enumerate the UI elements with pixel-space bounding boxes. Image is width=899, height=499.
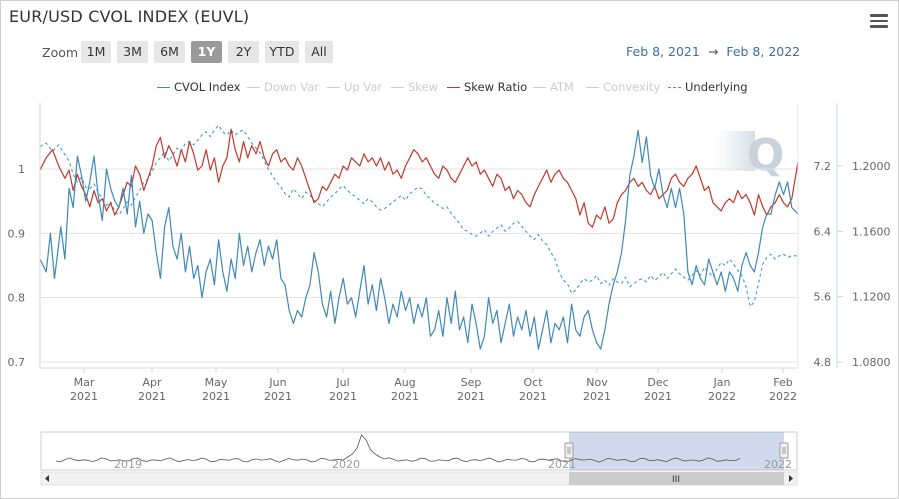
navigator-left-handle[interactable] [564, 442, 574, 459]
x-axis-year-label: 2021 [70, 390, 98, 403]
legend-label: Up Var [344, 80, 383, 94]
legend-symbol [247, 87, 260, 88]
handle-grip[interactable] [564, 442, 574, 459]
right-axis-tick-label: 1.1200 [852, 291, 891, 304]
handle-grip[interactable] [779, 442, 789, 459]
navigator-year-label: 2019 [114, 458, 142, 471]
zoom-all-button[interactable]: All [305, 41, 333, 63]
right-axis-tick-label: 1.2000 [852, 160, 891, 173]
range-to[interactable]: Feb 8, 2022 [726, 44, 801, 59]
zoom-3m-button[interactable]: 3M [117, 41, 148, 63]
navigator-right-handle[interactable] [779, 442, 789, 459]
navigator-year-label: 2022 [764, 458, 792, 471]
middle-axis-tick-label: 7.2 [814, 160, 832, 173]
date-range: Feb 8, 2021 → Feb 8, 2022 [626, 44, 800, 59]
chart-menu-button[interactable] [870, 14, 888, 28]
legend-label: Convexity [603, 80, 661, 94]
range-arrow: → [707, 44, 719, 59]
scrollbar-thumb[interactable] [569, 472, 784, 485]
zoom-1m-button[interactable]: 1M [81, 41, 111, 63]
scroll-right-arrow-icon[interactable] [789, 475, 793, 482]
legend-symbol [533, 87, 546, 88]
hamburger-icon [870, 14, 888, 17]
left-axis-tick-label: 0.8 [8, 292, 26, 305]
watermark-stripes [715, 131, 755, 171]
x-axis-month-label: May [205, 376, 228, 389]
navigator-selection[interactable] [569, 432, 784, 470]
middle-axis-tick-label: 4.8 [814, 356, 832, 369]
x-axis-year-label: 2021 [457, 390, 485, 403]
zoom-6m-button[interactable]: 6M [154, 41, 185, 63]
left-axis-tick-label: 1 [18, 163, 25, 176]
left-axis-tick-label: 0.9 [8, 227, 26, 240]
right-axis-tick-label: 1.1600 [852, 225, 891, 238]
navigator-frame [40, 431, 798, 471]
legend-label: Skew [408, 80, 439, 94]
navigator-year-label: 2021 [548, 458, 576, 471]
range-from[interactable]: Feb 8, 2021 [626, 44, 700, 59]
scrollbar-grip: III [672, 475, 680, 485]
x-axis-year-label: 2021 [644, 390, 672, 403]
series-underlying[interactable] [39, 124, 798, 308]
navigator-year-label: 2020 [332, 458, 360, 471]
zoom-label: Zoom [42, 45, 79, 60]
zoom-ytd-button[interactable]: YTD [265, 41, 299, 63]
x-axis-year-label: 2021 [329, 390, 357, 403]
middle-axis-tick-label: 5.6 [814, 291, 832, 304]
legend-symbol [586, 87, 599, 88]
gridlines [40, 168, 798, 363]
x-axis-month-label: Oct [523, 376, 543, 389]
x-axis-month-label: Mar [74, 376, 95, 389]
x-axis-month-label: Feb [773, 376, 792, 389]
legend-symbol [447, 87, 460, 88]
navigator[interactable]: 2019 2020 2021 2022 III [40, 431, 798, 486]
navigator-series [55, 434, 741, 463]
legend-label: Down Var [264, 80, 319, 94]
x-axis-year-label: 2022 [708, 390, 736, 403]
x-axis-month-label: Sep [461, 376, 482, 389]
x-axis-month-label: Jan [713, 376, 731, 389]
x-axis-year-label: 2021 [391, 390, 419, 403]
x-axis-month-label: Aug [394, 376, 415, 389]
legend-label: ATM [550, 80, 574, 94]
zoom-1y-button[interactable]: 1Y [191, 41, 222, 63]
x-axis-year-label: 2021 [264, 390, 292, 403]
x-axis-month-label: Apr [142, 376, 162, 389]
legend-label: Skew Ratio [464, 80, 528, 94]
x-axis-month-label: Nov [586, 376, 608, 389]
series-cvol-index[interactable] [39, 129, 799, 350]
legend-symbol [327, 87, 340, 88]
x-axis-month-label: Dec [647, 376, 668, 389]
zoom-2y-button[interactable]: 2Y [228, 41, 259, 63]
watermark-letter: Q [747, 130, 784, 181]
right-axis-tick-label: 1.0800 [852, 356, 891, 369]
chart-title: EUR/USD CVOL INDEX (EUVL) [9, 7, 250, 26]
series-skew-ratio[interactable] [39, 128, 799, 228]
axes-layer: 0.7 0.8 0.9 1 4.8 5.6 6.4 7.2 1.0800 1.1200 1.1600… [8, 103, 891, 403]
x-axis-year-label: 2021 [519, 390, 547, 403]
legend-symbol [157, 87, 170, 88]
x-axis-year-label: 2021 [583, 390, 611, 403]
x-axis-month-label: Jun [268, 376, 286, 389]
legend-symbol [668, 87, 681, 88]
series-layer[interactable] [39, 124, 799, 350]
x-axis-year-label: 2021 [202, 390, 230, 403]
x-axis-year-label: 2022 [769, 390, 797, 403]
middle-axis-tick-label: 6.4 [814, 225, 832, 238]
left-axis-tick-label: 0.7 [8, 356, 26, 369]
q-watermark-logo: Q [715, 130, 784, 181]
plot-area [40, 103, 798, 368]
legend-label: CVOL Index [174, 80, 241, 94]
legend-label: Underlying [685, 80, 748, 94]
x-axis-year-label: 2021 [138, 390, 166, 403]
x-axis-month-label: Jul [335, 376, 349, 389]
plot-background [40, 103, 798, 368]
hamburger-icon [870, 25, 888, 28]
hamburger-icon [870, 19, 888, 22]
scroll-left-arrow-icon[interactable] [45, 475, 49, 482]
legend-symbol [391, 87, 404, 88]
